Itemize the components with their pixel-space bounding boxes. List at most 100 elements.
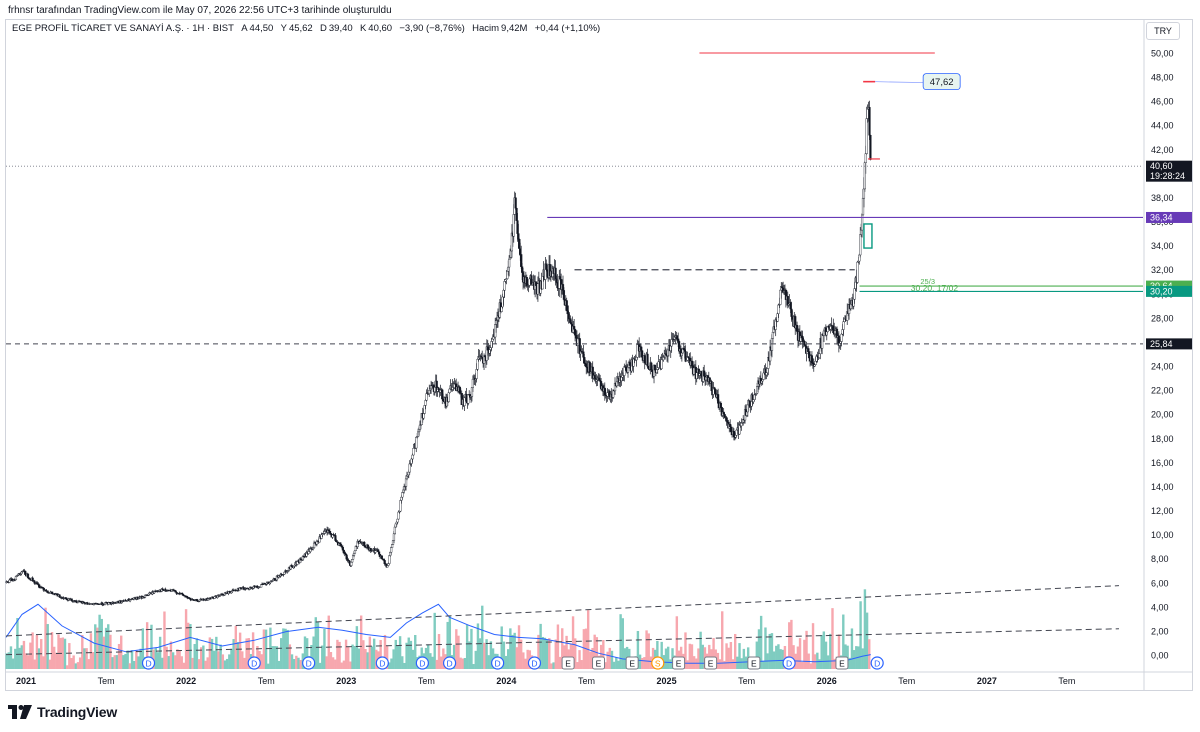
- price-tick-label: 44,00: [1151, 121, 1174, 131]
- volume-bar: [455, 629, 458, 669]
- price-level-badge: [1146, 211, 1192, 223]
- dividend-marker[interactable]: [527, 656, 542, 670]
- volume-bar: [517, 625, 521, 669]
- time-tick-label: 2027: [977, 676, 997, 686]
- volume-bar: [392, 649, 395, 669]
- volume-bar: [312, 636, 315, 669]
- volume-bar: [76, 662, 80, 669]
- dividend-marker[interactable]: [141, 656, 156, 670]
- volume-bar: [688, 643, 692, 669]
- time-tick-label: 2024: [496, 676, 516, 686]
- volume-bar: [550, 663, 553, 669]
- volume-bar: [664, 648, 668, 669]
- volume-bar: [364, 648, 367, 669]
- volume-bar: [647, 633, 650, 669]
- volume-bar: [433, 612, 436, 669]
- candle-body: [415, 437, 418, 449]
- volume-bar: [232, 639, 235, 669]
- volume-bar: [407, 637, 410, 669]
- price-level-badge-text: 36,34: [1150, 212, 1173, 222]
- volume-bar: [68, 643, 71, 669]
- volume-bar: [757, 629, 761, 669]
- volume-bar: [236, 642, 240, 669]
- candle-body: [684, 351, 687, 362]
- volume-bar: [342, 660, 346, 669]
- volume-trendline: [5, 628, 1119, 656]
- volume-bar: [385, 645, 389, 669]
- volume-bar: [137, 656, 140, 669]
- symbol-name[interactable]: EGE PROFİL TİCARET VE SANAYİ A.Ş. · 1H ·…: [12, 23, 234, 34]
- volume-bar: [202, 645, 205, 669]
- volume-bar: [452, 644, 456, 669]
- volume-bar: [193, 643, 196, 669]
- dividend-marker[interactable]: [375, 656, 389, 670]
- volume-bar: [197, 659, 201, 669]
- dividend-marker[interactable]: [782, 656, 796, 670]
- event-marker-letter: E: [596, 658, 602, 668]
- volume-bar: [775, 645, 778, 669]
- volume-bar: [725, 643, 728, 669]
- dividend-marker[interactable]: [302, 656, 316, 670]
- volume-bar: [610, 650, 614, 669]
- volume-bar: [545, 639, 549, 669]
- volume-bar: [286, 629, 289, 669]
- volume-bar: [641, 657, 644, 669]
- volume-bar: [55, 652, 58, 669]
- dividend-marker[interactable]: [442, 656, 457, 670]
- volume-bar: [271, 646, 274, 669]
- volume-bar: [78, 657, 82, 669]
- tradingview-logo[interactable]: TradingView: [8, 702, 117, 722]
- candle-body: [14, 576, 18, 580]
- volume-bar: [251, 632, 255, 669]
- volume-bar: [558, 656, 562, 669]
- event-marker-letter: D: [251, 658, 257, 668]
- volume-bar: [334, 659, 337, 669]
- candle-body: [735, 429, 738, 436]
- volume-bar: [174, 655, 177, 669]
- volume-bar: [457, 635, 460, 669]
- volume-bar: [571, 616, 575, 669]
- volume-bar: [755, 641, 759, 669]
- volume-bar: [273, 646, 276, 669]
- candle-body: [514, 197, 517, 209]
- dividend-marker[interactable]: [491, 656, 505, 670]
- earnings-marker[interactable]: [592, 656, 606, 670]
- level-annotation-date: 25/3: [920, 277, 935, 286]
- volume-bar: [115, 655, 119, 669]
- volume-bar: [615, 657, 618, 669]
- symbol-legend: EGE PROFİL TİCARET VE SANAYİ A.Ş. · 1H ·…: [12, 23, 602, 34]
- price-tick-label: 8,00: [1151, 554, 1169, 564]
- dividend-marker[interactable]: [870, 656, 884, 670]
- volume-bar: [684, 632, 687, 669]
- dividend-marker[interactable]: [415, 656, 429, 670]
- volume-bar: [576, 662, 579, 669]
- volume-bar: [292, 658, 296, 669]
- volume-bar: [526, 649, 529, 669]
- price-tick-label: 4,00: [1151, 602, 1169, 612]
- volume-bar: [712, 638, 715, 669]
- volume-bar: [608, 647, 612, 669]
- volume-bar: [580, 660, 583, 669]
- volume-value: 9,42M: [501, 23, 528, 34]
- currency-selector[interactable]: TRY: [1146, 22, 1180, 40]
- earnings-marker[interactable]: [747, 656, 761, 670]
- earnings-marker[interactable]: [561, 656, 575, 670]
- volume-bar: [91, 652, 95, 669]
- volume-bar: [65, 665, 69, 669]
- volume-bar: [604, 662, 607, 669]
- earnings-marker[interactable]: [704, 656, 718, 670]
- split-marker[interactable]: [651, 656, 665, 670]
- volume-bar: [569, 643, 573, 669]
- volume-bar: [72, 655, 75, 669]
- volume-bar: [796, 646, 800, 669]
- earnings-marker[interactable]: [672, 656, 686, 670]
- earnings-marker[interactable]: [835, 656, 849, 670]
- earnings-marker[interactable]: [625, 656, 639, 670]
- dividend-marker[interactable]: [247, 656, 261, 670]
- volume-bar: [541, 636, 544, 669]
- volume-bar: [504, 655, 508, 669]
- time-tick-label: 2025: [657, 676, 677, 686]
- time-tick-label: Tem: [578, 676, 595, 686]
- volume-bar: [439, 656, 443, 669]
